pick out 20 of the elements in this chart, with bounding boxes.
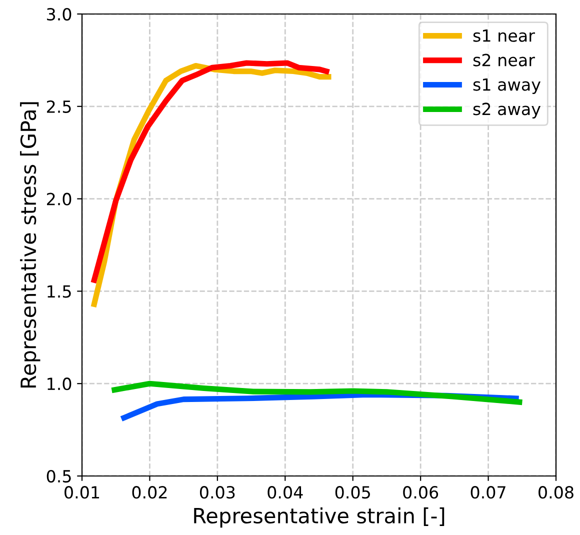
x-tick-label: 0.06 bbox=[403, 486, 438, 499]
y-tick-label: 1.5 bbox=[48, 285, 71, 298]
x-tick-label: 0.01 bbox=[64, 486, 100, 499]
x-tick-label: 0.08 bbox=[538, 486, 574, 499]
x-axis-title: Representative strain [-] bbox=[194, 507, 444, 528]
y-tick-label: 0.5 bbox=[46, 470, 71, 483]
legend-label: s1 near bbox=[473, 30, 535, 42]
x-tick-label: 0.03 bbox=[200, 486, 235, 499]
y-tick-label: 2.0 bbox=[46, 192, 72, 206]
y-tick-label: 2.5 bbox=[46, 100, 71, 113]
legend-label: s1 away bbox=[473, 78, 541, 94]
x-tick-label: 0.07 bbox=[470, 486, 506, 499]
legend-label: s2 away bbox=[473, 102, 541, 119]
legend-label: s2 near bbox=[473, 54, 535, 66]
y-tick-label: 3.0 bbox=[47, 8, 72, 21]
y-tick-label: 1.0 bbox=[48, 378, 72, 390]
x-tick-label: 0.02 bbox=[132, 486, 167, 499]
x-tick-label: 0.05 bbox=[335, 486, 370, 499]
y-axis-title: Representative stress [GPa] bbox=[20, 102, 40, 388]
x-tick-label: 0.04 bbox=[268, 486, 303, 499]
